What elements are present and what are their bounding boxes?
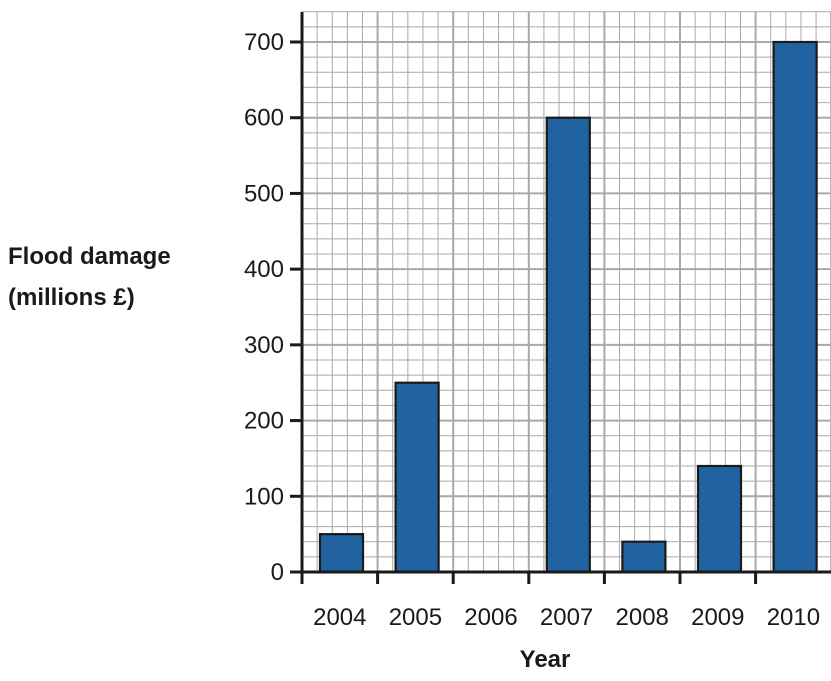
y-axis-title-line-1: Flood damage [8, 243, 171, 270]
bar-2009 [696, 464, 743, 574]
x-tick-label-2010: 2010 [767, 604, 820, 631]
y-tick-label: 600 [244, 105, 284, 132]
y-tick-label: 700 [244, 29, 284, 56]
bars [318, 40, 818, 574]
x-tick-label-2008: 2008 [616, 604, 669, 631]
x-tick-label-2004: 2004 [313, 604, 366, 631]
y-ticks: 0 100 200 300 400 500 600 700 [244, 29, 302, 586]
bar-2004 [318, 533, 365, 574]
bar-2010 [772, 40, 818, 574]
y-tick-label: 500 [244, 180, 284, 207]
y-tick-label: 300 [244, 332, 284, 359]
x-tick-label-2005: 2005 [389, 604, 442, 631]
x-axis-title: Year [520, 646, 571, 673]
x-tick-label-2006: 2006 [464, 604, 517, 631]
y-tick-label: 200 [244, 408, 284, 435]
bar-2007 [545, 116, 591, 574]
y-tick-label: 400 [244, 256, 284, 283]
y-tick-label: 0 [271, 559, 284, 586]
x-tick-label-2009: 2009 [691, 604, 744, 631]
bar-2005 [394, 381, 440, 574]
x-tick-label-2007: 2007 [540, 604, 593, 631]
axes [290, 12, 831, 574]
y-tick-label: 100 [244, 483, 284, 510]
bar-2008 [621, 540, 667, 574]
x-ticks: 2004 2005 2006 2007 2008 2009 2010 [300, 572, 820, 631]
y-axis-title-line-2: (millions £) [8, 284, 135, 311]
